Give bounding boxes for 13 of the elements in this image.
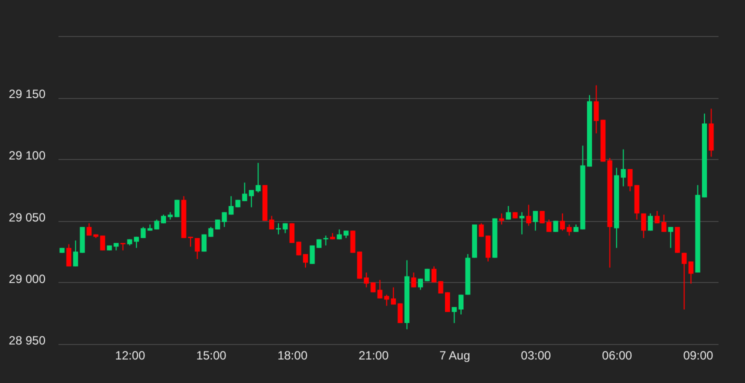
x-tick-label: 09:00 bbox=[683, 348, 714, 362]
y-tick-label: 29 000 bbox=[8, 272, 46, 286]
x-tick-label: 15:00 bbox=[196, 348, 227, 362]
x-tick-label: 03:00 bbox=[520, 348, 552, 362]
x-tick-label: 06:00 bbox=[602, 348, 632, 362]
x-tick-label: 21:00 bbox=[358, 348, 389, 362]
x-tick-label: 12:00 bbox=[115, 348, 146, 362]
x-tick-label: 7 Aug bbox=[439, 348, 470, 362]
y-tick-label: 29 100 bbox=[8, 148, 46, 163]
y-tick-label: 29 150 bbox=[8, 87, 46, 102]
y-tick-label: 29 050 bbox=[8, 210, 46, 224]
y-tick-label: 28 950 bbox=[8, 334, 46, 348]
x-tick-label: 18:00 bbox=[277, 348, 308, 362]
